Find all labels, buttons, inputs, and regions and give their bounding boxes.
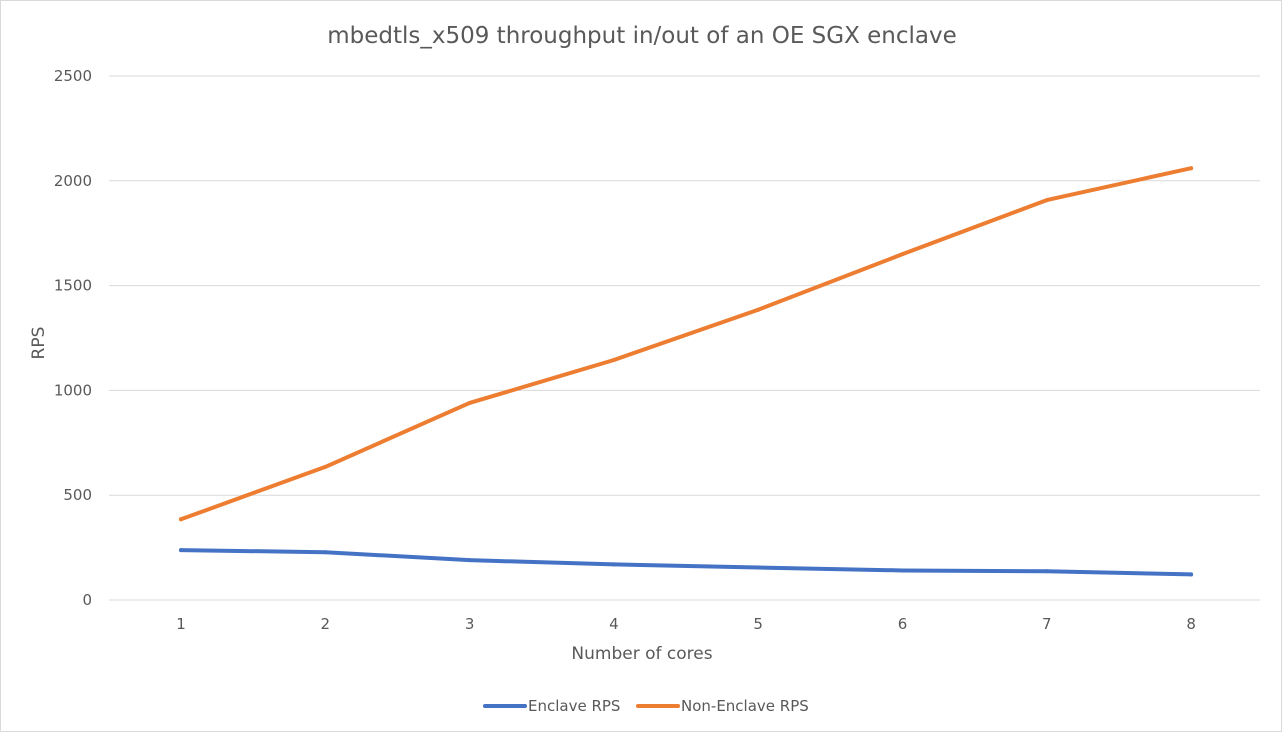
legend-label: Enclave RPS: [528, 697, 620, 715]
data-point: [756, 307, 761, 312]
data-point: [611, 358, 616, 363]
x-tick-label: 7: [1042, 615, 1052, 633]
data-point: [756, 565, 761, 570]
data-point: [900, 568, 905, 573]
series-line-1: [179, 166, 1194, 522]
data-point: [179, 548, 183, 553]
data-point: [179, 517, 183, 522]
y-axis-label: RPS: [29, 327, 49, 360]
data-point: [1044, 198, 1049, 203]
series-line-0: [179, 548, 1194, 577]
legend: Enclave RPS Non-Enclave RPS: [483, 697, 809, 715]
data-point: [323, 464, 328, 469]
series-lines: [179, 166, 1194, 577]
x-axis-label: Number of cores: [571, 644, 712, 664]
x-tick-label: 5: [753, 615, 763, 633]
data-point: [467, 400, 472, 405]
data-point: [900, 252, 905, 257]
x-tick-label: 2: [321, 615, 331, 633]
chart-title: mbedtls_x509 throughput in/out of an OE …: [327, 23, 957, 49]
y-tick-label: 500: [63, 486, 92, 504]
gridlines: [109, 75, 1260, 601]
data-point: [467, 558, 472, 563]
y-axis-ticks: 0 500 1000 1500 2000 2500: [54, 67, 92, 609]
y-tick-label: 1000: [54, 381, 92, 399]
data-point: [611, 562, 616, 567]
x-tick-label: 4: [609, 615, 619, 633]
y-tick-label: 2500: [54, 67, 92, 85]
x-tick-label: 6: [898, 615, 908, 633]
data-point: [1189, 166, 1194, 171]
x-tick-label: 8: [1186, 615, 1196, 633]
x-tick-label: 3: [465, 615, 475, 633]
y-tick-label: 1500: [54, 277, 92, 295]
data-point: [1044, 569, 1049, 574]
legend-label: Non-Enclave RPS: [681, 697, 809, 715]
data-point: [323, 550, 328, 555]
x-tick-label: 1: [176, 615, 186, 633]
data-point: [1189, 572, 1194, 577]
y-tick-label: 0: [82, 591, 92, 609]
x-axis-ticks: 1 2 3 4 5 6 7 8: [176, 615, 1196, 633]
y-tick-label: 2000: [54, 172, 92, 190]
